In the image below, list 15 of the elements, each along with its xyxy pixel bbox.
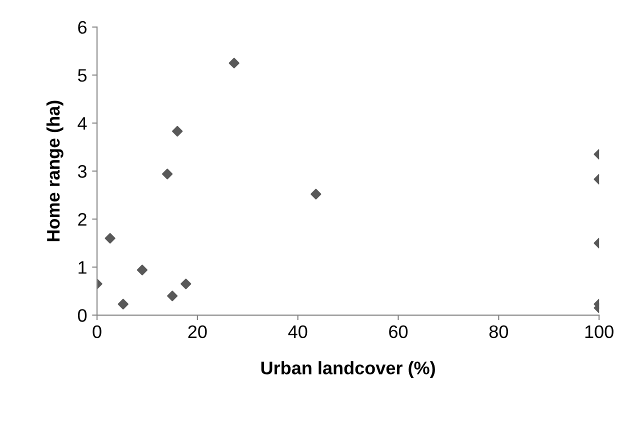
x-tick-label: 0 (92, 325, 102, 338)
y-axis-title: Home range (ha) (46, 100, 64, 242)
y-tick-label: 0 (78, 309, 87, 322)
y-tick-label: 5 (78, 69, 87, 82)
x-tick-label: 80 (489, 325, 508, 338)
y-tick-label: 3 (78, 165, 87, 178)
x-tick-label: 60 (389, 325, 408, 338)
y-tick-label: 6 (78, 21, 87, 34)
y-tick-label: 1 (78, 261, 86, 274)
x-axis-title: Urban landcover (%) (261, 361, 435, 378)
x-tick-label: 20 (188, 325, 207, 338)
y-tick-label: 4 (78, 117, 87, 130)
x-tick-label: 100 (585, 325, 614, 338)
x-tick-label: 40 (288, 325, 308, 338)
y-tick-label: 2 (78, 213, 86, 226)
